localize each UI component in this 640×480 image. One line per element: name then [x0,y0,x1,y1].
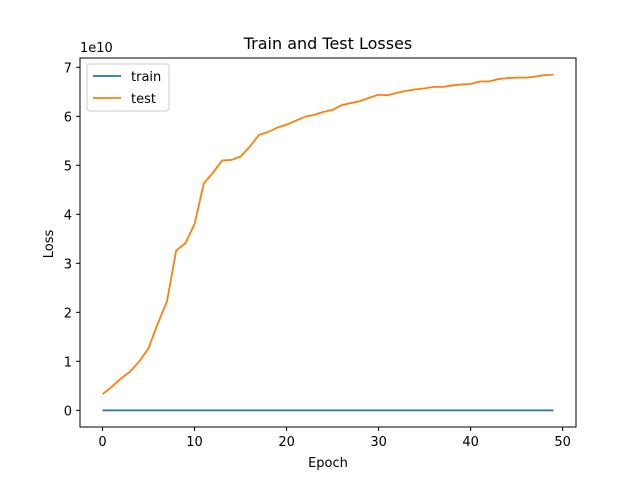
y-offset-text: 1e10 [80,41,113,56]
x-tick-label: 20 [278,435,295,450]
legend-label-test: test [131,92,156,107]
y-axis: 0 1 2 3 4 5 6 7 [64,61,80,419]
x-tick-label: 50 [554,435,571,450]
y-axis-label: Loss [42,230,57,259]
chart-title: Train and Test Losses [243,34,413,53]
x-tick-label: 10 [186,435,203,450]
y-tick-label: 7 [64,61,72,76]
legend: train test [86,63,170,112]
y-tick-label: 4 [64,208,72,223]
y-tick-label: 3 [64,257,72,272]
y-tick-label: 6 [64,110,72,125]
y-tick-label: 0 [64,404,72,419]
x-axis-label: Epoch [308,456,348,471]
series-line-test [101,73,554,395]
plot-area [101,73,554,412]
y-tick-label: 1 [64,355,72,370]
y-tick-label: 5 [64,159,72,174]
x-tick-label: 0 [98,435,106,450]
axes-frame [79,57,577,428]
y-tick-label: 2 [64,306,72,321]
x-tick-label: 30 [370,435,387,450]
x-axis: 0 10 20 30 40 50 [98,427,571,450]
x-tick-label: 40 [462,435,479,450]
legend-label-train: train [131,70,161,85]
